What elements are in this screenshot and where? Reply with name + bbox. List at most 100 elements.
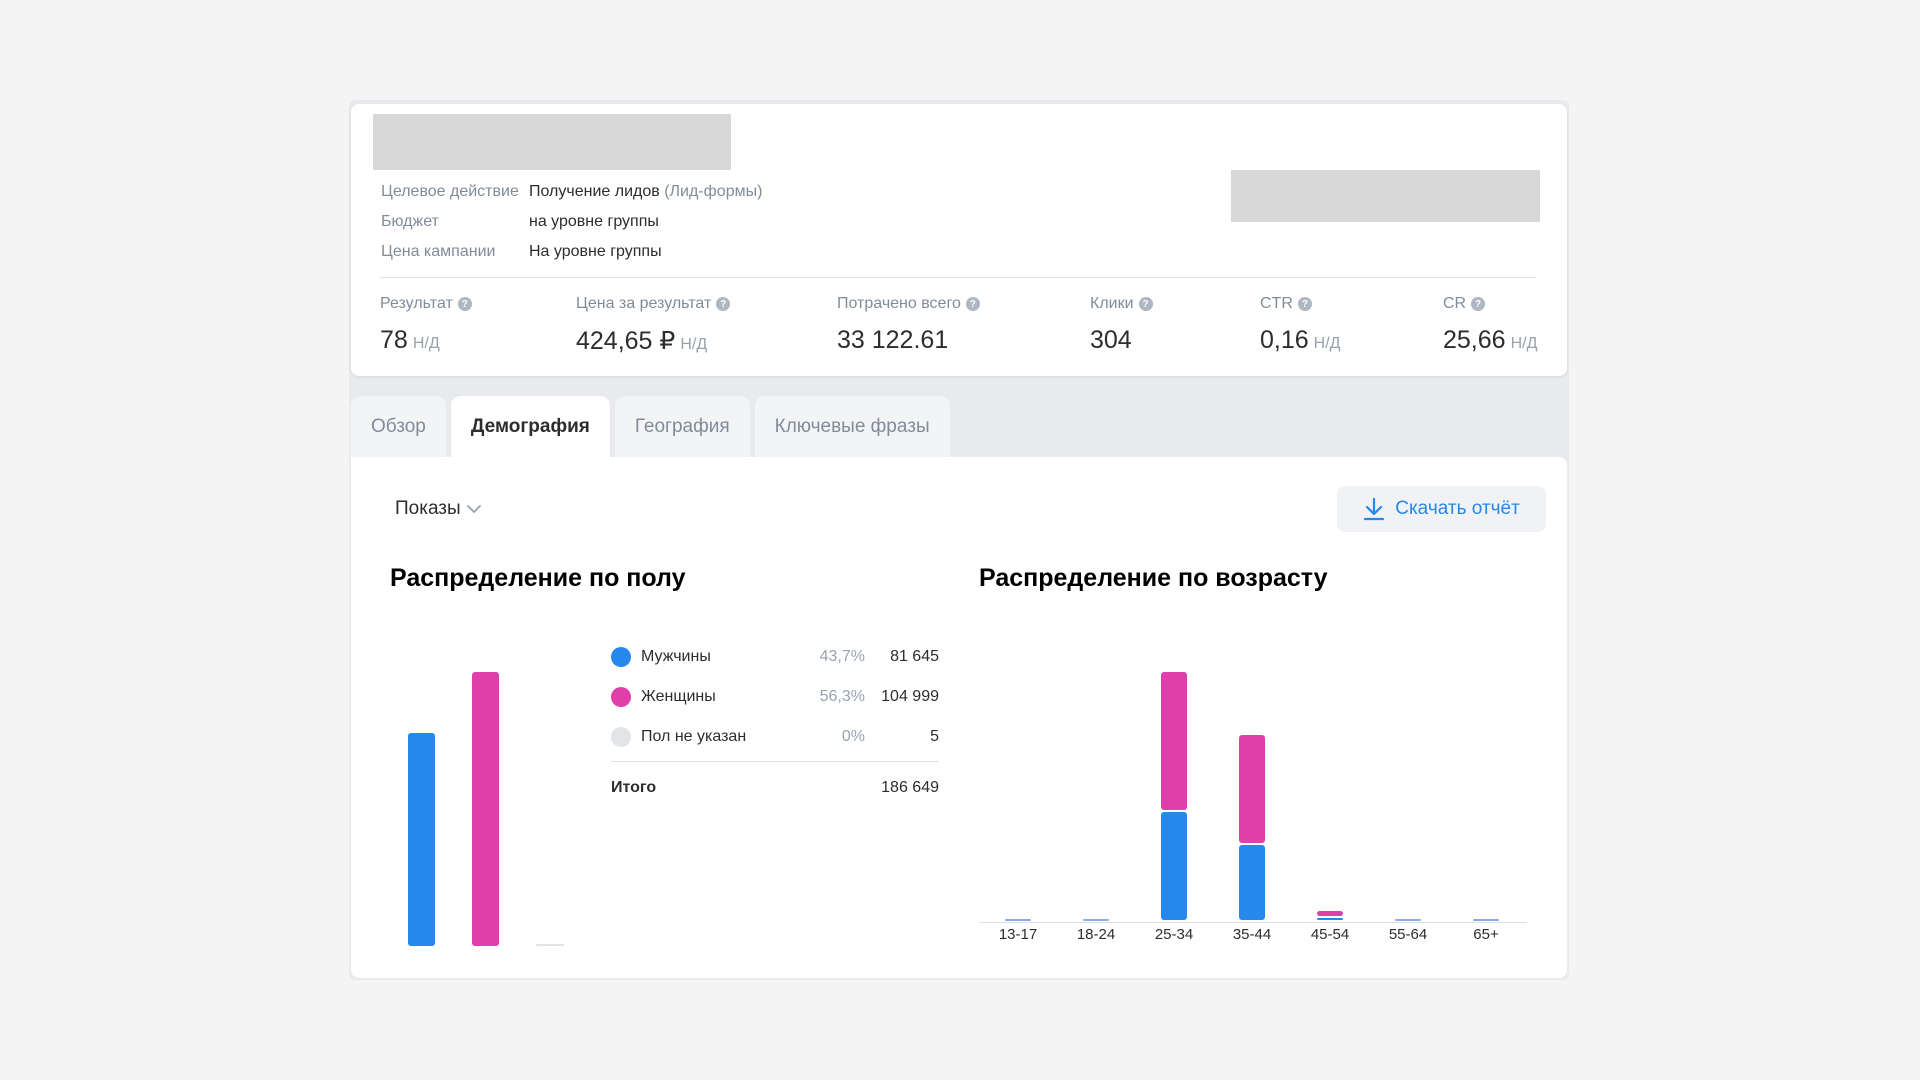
info-value: на уровне группы bbox=[529, 213, 659, 230]
legend-dot-unknown bbox=[611, 727, 631, 747]
tab-demography[interactable]: Демография bbox=[450, 396, 610, 458]
report-tabs: Обзор Демография География Ключевые фраз… bbox=[351, 396, 950, 458]
metric-value-text: 78 bbox=[380, 326, 408, 354]
age-tick-label: 13-17 bbox=[998, 926, 1038, 943]
legend-percent: 56,3% bbox=[819, 688, 865, 705]
metric-ctr: CTR? 0,16 Н/Д bbox=[1260, 294, 1341, 355]
age-bar-25-34-male[interactable] bbox=[1161, 812, 1187, 920]
metric-label: Цена за результат? bbox=[576, 294, 731, 314]
info-value-note: (Лид-формы) bbox=[664, 183, 763, 200]
metric-value: 424,65 ₽ Н/Д bbox=[576, 326, 730, 356]
info-value-text: Получение лидов bbox=[529, 183, 660, 200]
tab-overview[interactable]: Обзор bbox=[351, 396, 446, 458]
legend-percent: 43,7% bbox=[819, 648, 865, 665]
metric-value-text: 33 122.61 bbox=[837, 326, 949, 354]
metric-label: CTR? bbox=[1260, 294, 1341, 314]
legend-name: Мужчины bbox=[641, 648, 711, 665]
legend-value: 104 999 bbox=[881, 688, 939, 705]
age-tick-label: 35-44 bbox=[1232, 926, 1272, 943]
age-bar-35-44-female[interactable] bbox=[1239, 735, 1265, 843]
legend-total-value: 186 649 bbox=[881, 779, 939, 796]
summary-divider bbox=[380, 277, 1536, 278]
age-bar-18-24[interactable] bbox=[1083, 919, 1109, 921]
metric-cost-per-result: Цена за результат? 424,65 ₽ Н/Д bbox=[576, 294, 731, 356]
tab-keywords[interactable]: Ключевые фразы bbox=[754, 396, 950, 458]
legend-name: Женщины bbox=[641, 688, 716, 705]
metric-label: Результат? bbox=[380, 294, 472, 314]
demography-panel bbox=[351, 457, 1567, 978]
age-bar-35-44-male[interactable] bbox=[1239, 845, 1265, 920]
metric-value-text: 0,16 bbox=[1260, 326, 1309, 354]
age-bar-45-54-male[interactable] bbox=[1317, 918, 1343, 920]
campaign-title-redacted bbox=[373, 114, 731, 170]
legend-total-label: Итого bbox=[611, 779, 657, 796]
metric-label-text: CTR bbox=[1260, 295, 1293, 312]
gender-bar-unknown[interactable] bbox=[536, 944, 564, 946]
legend-percent: 0% bbox=[841, 728, 865, 745]
metric-value: 304 bbox=[1090, 326, 1153, 355]
legend-dot-female bbox=[611, 687, 631, 707]
metric-label: Потрачено всего? bbox=[837, 294, 980, 314]
metric-cr: CR? 25,66 Н/Д bbox=[1443, 294, 1537, 355]
metric-label-text: Результат bbox=[380, 295, 453, 312]
metric-value: 33 122.61 bbox=[837, 326, 980, 355]
age-bar-55-64[interactable] bbox=[1395, 919, 1421, 921]
help-icon[interactable]: ? bbox=[1471, 297, 1486, 311]
metric-dropdown-label: Показы bbox=[395, 498, 461, 519]
download-report-label: Скачать отчёт bbox=[1395, 498, 1520, 519]
info-row-budget: Бюджет на уровне группы bbox=[381, 207, 762, 237]
legend-divider bbox=[611, 761, 939, 762]
campaign-info: Целевое действие Получение лидов (Лид-фо… bbox=[381, 177, 762, 267]
help-icon[interactable]: ? bbox=[716, 297, 731, 311]
metric-value-text: 304 bbox=[1090, 326, 1132, 354]
legend-value: 5 bbox=[930, 728, 939, 745]
age-bar-65+[interactable] bbox=[1473, 919, 1499, 921]
gender-legend: Мужчины 43,7% 81 645 Женщины 56,3% 104 9… bbox=[611, 637, 939, 810]
age-bar-13-17[interactable] bbox=[1005, 919, 1031, 921]
metric-dropdown[interactable]: Показы bbox=[395, 498, 481, 520]
help-icon[interactable]: ? bbox=[965, 297, 980, 311]
chevron-down-icon bbox=[466, 504, 481, 513]
help-icon[interactable]: ? bbox=[457, 297, 472, 311]
metric-na: Н/Д bbox=[1313, 335, 1341, 352]
info-row-target-action: Целевое действие Получение лидов (Лид-фо… bbox=[381, 177, 762, 207]
download-icon bbox=[1364, 497, 1385, 521]
metric-na: Н/Д bbox=[680, 336, 708, 353]
metric-label: CR? bbox=[1443, 294, 1537, 314]
campaign-status-redacted bbox=[1231, 170, 1540, 222]
age-bar-45-54-female[interactable] bbox=[1317, 911, 1343, 916]
age-bar-25-34-female[interactable] bbox=[1161, 672, 1187, 810]
age-chart-axis bbox=[979, 922, 1527, 923]
metric-clicks: Клики? 304 bbox=[1090, 294, 1153, 355]
gender-chart-title: Распределение по полу bbox=[390, 564, 686, 592]
info-key: Бюджет bbox=[381, 213, 439, 230]
info-key: Целевое действие bbox=[381, 183, 519, 200]
help-icon[interactable]: ? bbox=[1297, 297, 1312, 311]
gender-bar-male[interactable] bbox=[408, 733, 435, 946]
tab-geography[interactable]: География bbox=[614, 396, 750, 458]
metric-label-text: CR bbox=[1443, 295, 1467, 312]
metric-label-text: Цена за результат bbox=[576, 295, 712, 312]
metric-value: 25,66 Н/Д bbox=[1443, 326, 1537, 355]
age-tick-label: 65+ bbox=[1473, 926, 1499, 943]
info-row-campaign-price: Цена кампании На уровне группы bbox=[381, 237, 762, 267]
legend-total: Итого 186 649 bbox=[611, 766, 939, 810]
metric-value-text: 25,66 bbox=[1443, 326, 1506, 354]
metric-label: Клики? bbox=[1090, 294, 1153, 314]
metric-na: Н/Д bbox=[412, 335, 440, 352]
age-tick-label: 18-24 bbox=[1076, 926, 1116, 943]
legend-dot-male bbox=[611, 647, 631, 667]
help-icon[interactable]: ? bbox=[1138, 297, 1153, 311]
legend-value: 81 645 bbox=[890, 648, 939, 665]
gender-bar-female[interactable] bbox=[472, 672, 499, 946]
age-tick-label: 25-34 bbox=[1154, 926, 1194, 943]
age-chart-title: Распределение по возрасту bbox=[979, 564, 1328, 592]
metric-value-text: 424,65 ₽ bbox=[576, 327, 676, 355]
legend-name: Пол не указан bbox=[641, 728, 747, 745]
download-report-button[interactable]: Скачать отчёт bbox=[1337, 486, 1546, 532]
metric-result: Результат? 78 Н/Д bbox=[380, 294, 472, 355]
metric-label-text: Клики bbox=[1090, 295, 1134, 312]
legend-row-male: Мужчины 43,7% 81 645 bbox=[611, 637, 939, 677]
legend-row-female: Женщины 56,3% 104 999 bbox=[611, 677, 939, 717]
legend-row-unknown: Пол не указан 0% 5 bbox=[611, 717, 939, 757]
